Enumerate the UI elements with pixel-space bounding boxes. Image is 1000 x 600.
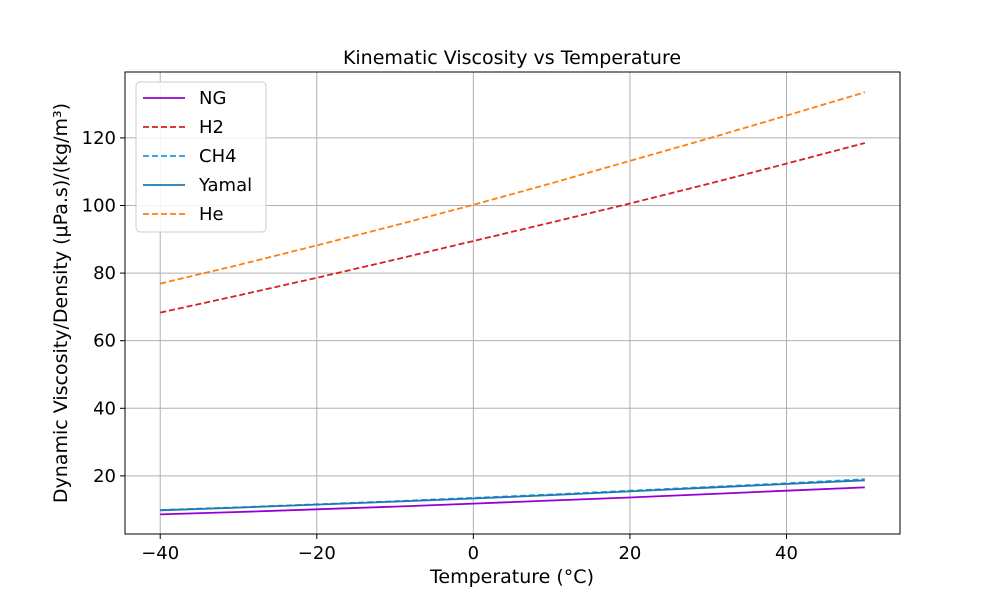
plot-frame bbox=[124, 71, 901, 535]
x-tick-label: 40 bbox=[775, 543, 798, 564]
y-tick-label: 80 bbox=[93, 263, 116, 284]
legend-box bbox=[135, 81, 267, 233]
x-tick-label: −40 bbox=[141, 543, 179, 564]
y-tick-label: 40 bbox=[93, 398, 116, 419]
legend-label: H2 bbox=[199, 117, 224, 138]
series-line-he bbox=[159, 91, 866, 285]
series-line-ng bbox=[160, 486, 865, 516]
series-lines bbox=[159, 91, 866, 516]
series-line-ch4 bbox=[160, 478, 865, 511]
x-tick-label: 20 bbox=[618, 543, 641, 564]
legend-label: NG bbox=[199, 88, 226, 109]
legend-label: CH4 bbox=[199, 146, 237, 167]
y-tick-label: 60 bbox=[93, 331, 116, 352]
legend-label: He bbox=[199, 204, 224, 225]
legend-label: Yamal bbox=[198, 175, 252, 196]
y-tick-label: 120 bbox=[82, 128, 116, 149]
tick-layer: −40 −20 0 20 40 20 40 60 80 100 120 bbox=[82, 128, 798, 564]
chart-title: Kinematic Viscosity vs Temperature bbox=[343, 47, 681, 69]
x-tick-label: 0 bbox=[468, 543, 479, 564]
series-line-yamal bbox=[160, 479, 865, 512]
y-axis-label: Dynamic Viscosity/Density (μPa.s)/(kg/m³… bbox=[50, 103, 72, 503]
x-axis-label: Temperature (°C) bbox=[429, 566, 594, 588]
legend: NG H2 CH4 Yamal He bbox=[135, 81, 267, 233]
y-tick-label: 20 bbox=[93, 466, 116, 487]
y-tick-label: 100 bbox=[82, 195, 116, 216]
series-line-h2 bbox=[160, 142, 866, 314]
x-tick-label: −20 bbox=[298, 543, 336, 564]
